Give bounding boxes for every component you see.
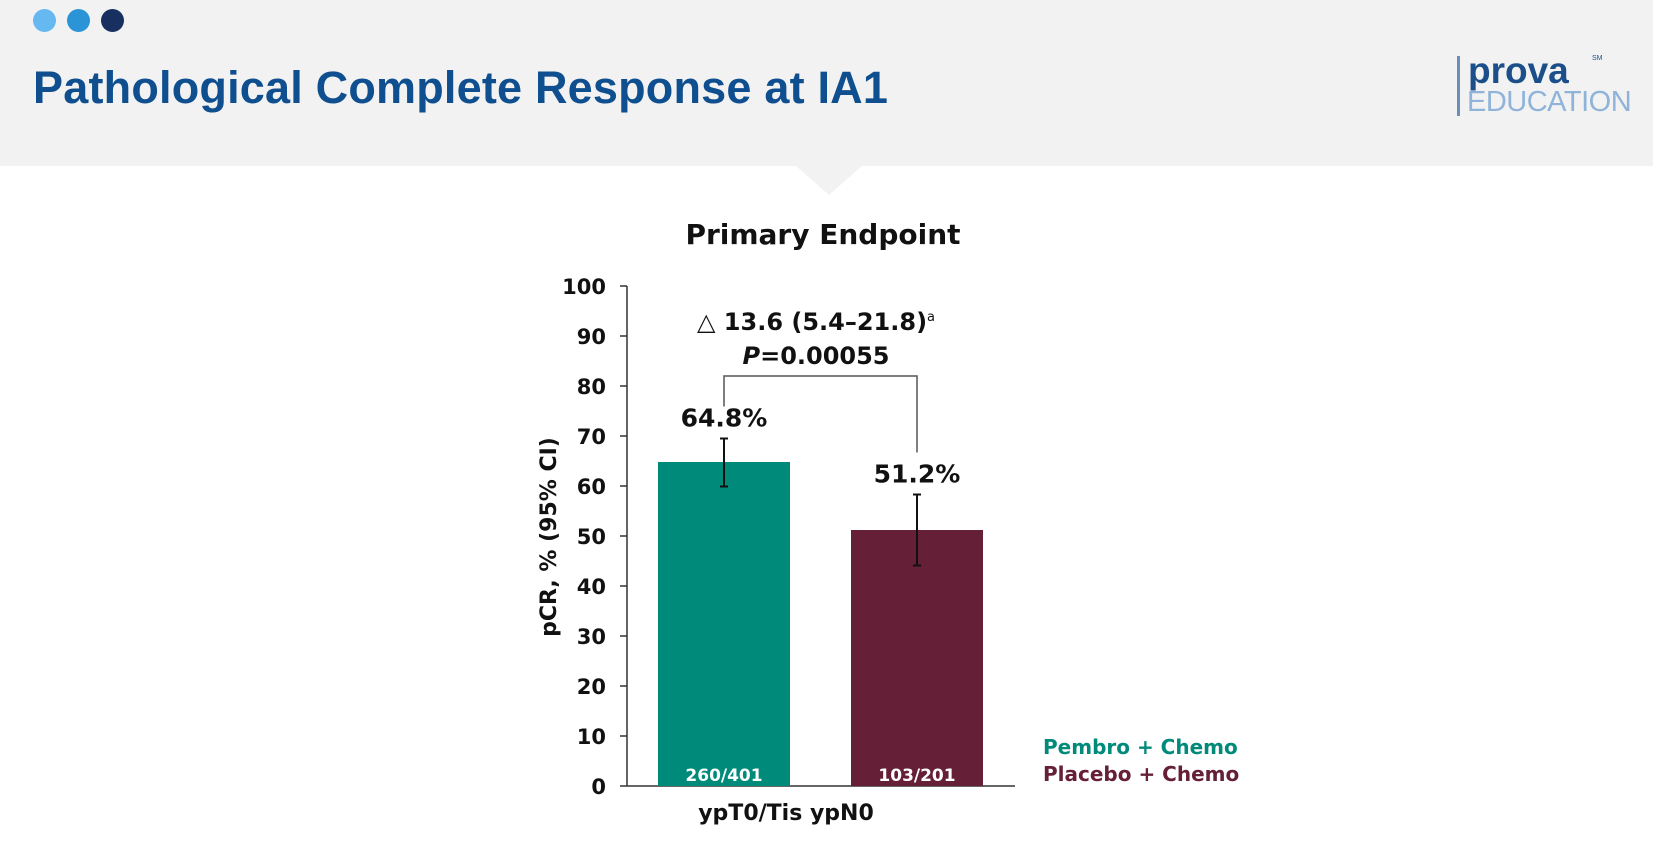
y-tick-label: 50 [577,525,606,549]
legend: Pembro + Chemo Placebo + Chemo [1043,734,1239,788]
n-label-0: 260/401 [685,766,762,786]
y-tick-label: 100 [562,275,606,299]
n-label-1: 103/201 [878,766,955,786]
y-tick-label: 20 [577,675,606,699]
chart-title: Primary Endpoint [685,218,960,251]
p-value-annotation: P=0.00055 [742,342,889,370]
window-dots [33,9,124,32]
logo-bar [1457,56,1460,116]
y-tick-label: 0 [591,775,606,799]
y-tick-label: 70 [577,425,606,449]
data-label-0: 64.8% [681,404,768,433]
bar-1 [851,530,983,786]
logo-word: prova [1468,50,1569,91]
dot-dark [101,9,124,32]
legend-item-placebo: Placebo + Chemo [1043,762,1240,786]
bar-0 [658,462,790,786]
prova-logo: prova SM EDUCATION [1454,52,1634,122]
delta-annotation: △ 13.6 (5.4–21.8)a [697,308,935,336]
y-tick-label: 10 [577,725,606,749]
y-tick-label: 30 [577,625,606,649]
x-axis-label: ypT0/Tis ypN0 [698,801,874,826]
legend-item-pembro: Pembro + Chemo [1043,735,1238,759]
y-tick-label: 40 [577,575,606,599]
y-axis-label: pCR, % (95% CI) [537,437,562,637]
header-notch [795,165,863,195]
dot-mid [67,9,90,32]
page-title: Pathological Complete Response at IA1 [33,62,889,113]
logo-sm-mark: SM [1592,55,1603,62]
y-tick-label: 90 [577,325,606,349]
header-band: Pathological Complete Response at IA1 pr… [0,0,1653,166]
y-tick-label: 80 [577,375,606,399]
significance-bracket [723,375,918,453]
logo-sub: EDUCATION [1467,86,1632,118]
dot-light [33,9,56,32]
data-label-1: 51.2% [874,460,961,489]
y-tick-label: 60 [577,475,606,499]
